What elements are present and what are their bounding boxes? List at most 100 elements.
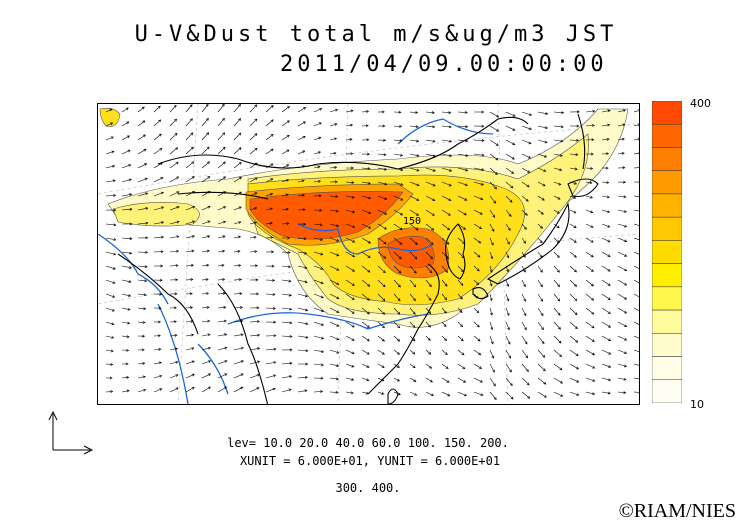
wind-vector xyxy=(425,307,431,314)
wind-vector-head xyxy=(541,197,545,201)
wind-vector xyxy=(281,321,292,324)
wind-vector-head xyxy=(431,213,435,216)
wind-vector-head xyxy=(524,341,528,345)
wind-vector-head xyxy=(366,338,370,342)
wind-vector xyxy=(265,293,275,295)
wind-vector xyxy=(393,363,400,368)
wind-vector xyxy=(393,153,403,156)
wind-vector xyxy=(457,237,465,244)
dust-northwest-blob xyxy=(99,107,121,127)
wind-vector-head xyxy=(335,209,339,213)
wind-vector xyxy=(585,335,595,342)
wind-vector-head xyxy=(272,306,276,310)
wind-vector xyxy=(521,363,529,372)
wind-vector-head xyxy=(590,225,594,228)
wind-vector xyxy=(281,335,292,337)
wind-vector xyxy=(265,105,274,113)
wind-vector xyxy=(377,391,384,395)
wind-vector xyxy=(105,195,116,197)
wind-vector xyxy=(169,118,177,127)
wind-vector-head xyxy=(542,368,546,372)
wind-vector xyxy=(409,293,416,301)
wind-vector-head xyxy=(222,117,225,121)
wind-vector-head xyxy=(127,307,131,311)
wind-vector-head xyxy=(592,352,596,356)
wind-vector xyxy=(489,349,494,359)
wind-vector-head xyxy=(256,320,260,324)
wind-vector-head xyxy=(490,256,494,260)
wind-vector xyxy=(425,237,434,245)
colorbar-min-label: 10 xyxy=(690,398,704,411)
wind-vector-head xyxy=(443,310,447,314)
wind-vector xyxy=(169,348,178,351)
wind-vector-head xyxy=(590,283,594,287)
sakhalin xyxy=(577,113,586,170)
wind-vector-head xyxy=(145,221,149,225)
wind-vector-head xyxy=(126,389,130,393)
wind-vector xyxy=(137,120,146,127)
wind-vector-head xyxy=(174,347,178,351)
wind-vector-head xyxy=(384,182,388,186)
wind-vector-head xyxy=(443,324,447,328)
wind-vector-head xyxy=(304,375,308,379)
wind-vector-head xyxy=(158,306,162,310)
wind-vector xyxy=(201,360,211,365)
wind-vector xyxy=(633,110,639,113)
wind-vector xyxy=(633,321,639,325)
wind-vector xyxy=(313,180,321,183)
wind-vector-head xyxy=(591,339,595,342)
wind-vector xyxy=(617,279,627,286)
wind-vector xyxy=(345,110,354,113)
wind-vector xyxy=(409,307,416,315)
wind-vector xyxy=(441,111,451,114)
wind-vector xyxy=(153,236,164,239)
wind-vector-head xyxy=(590,269,594,272)
wind-vector-head xyxy=(607,224,611,228)
wind-vector-head xyxy=(272,278,276,282)
wind-vector xyxy=(329,307,340,313)
wind-vector xyxy=(281,135,290,141)
wind-vector-head xyxy=(111,308,115,312)
wind-vector-head xyxy=(223,206,227,209)
wind-vector-head xyxy=(560,125,564,129)
wind-vector-head xyxy=(495,157,499,161)
wind-vector-head xyxy=(590,239,594,243)
wind-vector xyxy=(249,192,258,197)
wind-vector-head xyxy=(448,183,452,187)
wind-vector-head xyxy=(413,270,417,274)
wind-vector xyxy=(185,360,195,365)
wind-vector-head xyxy=(301,165,306,168)
wind-vector xyxy=(601,349,611,355)
wind-vector xyxy=(169,236,179,239)
wind-vector-head xyxy=(495,143,499,146)
wind-vector xyxy=(137,192,148,197)
wind-vector xyxy=(537,153,547,158)
wind-vector-head xyxy=(288,279,292,283)
wind-vector-head xyxy=(382,270,386,274)
wind-vector xyxy=(441,181,452,187)
wind-vector-head xyxy=(509,369,512,373)
wind-vector-head xyxy=(432,139,436,143)
wind-vector-head xyxy=(543,381,547,385)
wind-vector-head xyxy=(463,212,467,216)
wind-vector-head xyxy=(428,311,432,315)
wind-vector xyxy=(265,163,274,169)
wind-vector xyxy=(601,391,611,394)
wind-vector xyxy=(345,251,355,258)
wind-vector-head xyxy=(207,346,212,350)
wind-vector-head xyxy=(366,378,370,382)
wind-vector xyxy=(473,363,482,369)
wind-vector xyxy=(457,335,464,342)
wind-vector xyxy=(217,386,227,393)
wind-vector-head xyxy=(320,376,324,380)
wind-vector xyxy=(505,181,514,189)
wind-vector-head xyxy=(143,293,147,297)
wind-vector xyxy=(457,195,468,201)
wind-vector-head xyxy=(574,167,578,171)
wind-vector-head xyxy=(494,171,498,175)
wind-vector-head xyxy=(446,379,450,383)
wind-vector-head xyxy=(397,311,401,315)
wind-vector xyxy=(105,391,113,393)
wind-vector xyxy=(489,321,493,330)
wind-vector-head xyxy=(540,298,544,302)
